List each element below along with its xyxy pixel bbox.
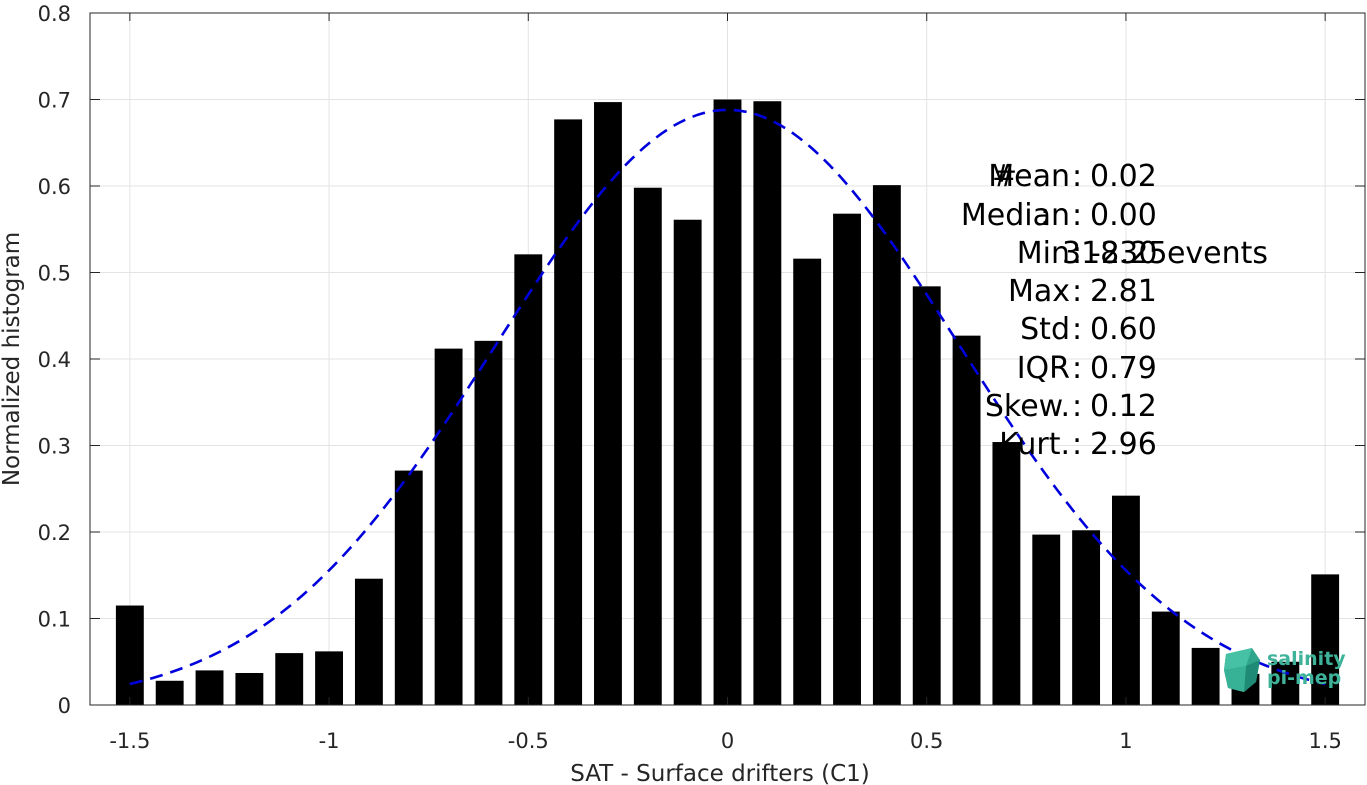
stat-separator: : xyxy=(1072,350,1083,386)
x-tick-label: -1 xyxy=(319,729,340,753)
histogram-bar xyxy=(394,470,423,705)
stat-key: Max xyxy=(1007,274,1070,310)
histogram-bar xyxy=(793,258,822,705)
histogram-bar xyxy=(594,102,622,706)
stat-separator: : xyxy=(1072,427,1083,463)
stat-key: IQR xyxy=(1016,350,1070,386)
x-axis-ticks: -1.5 -1 -0.5 0 0.5 1 1.5 xyxy=(109,13,1342,753)
x-tick-label: 1 xyxy=(1119,729,1132,753)
stat-value: 0.79 xyxy=(1090,350,1157,386)
stat-row: Skew.:0.12 xyxy=(900,388,1280,426)
histogram-bar xyxy=(713,99,742,705)
histogram-bar xyxy=(434,348,463,705)
histogram-bar xyxy=(514,254,543,705)
stat-separator: : xyxy=(1072,159,1083,195)
histogram-bar xyxy=(554,119,583,705)
y-tick-label: 0.8 xyxy=(38,2,71,26)
histogram-bar xyxy=(275,653,304,705)
histogram-bar xyxy=(115,605,144,705)
stat-count-key: # xyxy=(992,159,1018,195)
stat-value: 0.00 xyxy=(1090,197,1157,233)
logo-text-line2: pi-mep xyxy=(1267,667,1342,689)
histogram-bar xyxy=(1151,611,1180,705)
histogram-bar xyxy=(1111,495,1140,705)
stat-row: Kurt.:2.96 xyxy=(900,426,1280,464)
bar-series xyxy=(115,99,1340,706)
y-tick-label: 0.4 xyxy=(38,348,71,372)
stat-value: 0.02 xyxy=(1090,159,1157,195)
stat-row: Mean:0.02 xyxy=(900,158,1280,196)
stat-value: -2.25 xyxy=(1090,235,1168,271)
histogram-bar xyxy=(673,219,702,706)
stat-key: Std xyxy=(1020,312,1070,348)
stat-row: Std:0.60 xyxy=(900,311,1280,349)
x-tick-label: 0.5 xyxy=(910,729,943,753)
stat-key: Mean xyxy=(988,159,1070,195)
histogram-bar xyxy=(1072,530,1101,705)
x-axis-label: SAT - Surface drifters (C1) xyxy=(570,761,870,785)
stat-separator: : xyxy=(1072,274,1083,310)
stat-value: 0.12 xyxy=(1090,389,1157,425)
histogram-bar xyxy=(1032,534,1061,705)
histogram-bar xyxy=(912,286,941,705)
salinity-pimep-logo: salinity pi-mep xyxy=(1222,646,1352,696)
histogram-bar xyxy=(952,335,981,705)
y-tick-label: 0.1 xyxy=(38,608,71,632)
histogram-bar xyxy=(315,651,344,705)
stat-row: Min: -2.25 xyxy=(900,235,1280,273)
histogram-bar xyxy=(155,680,184,705)
histogram-bar xyxy=(753,101,782,706)
histogram-bar xyxy=(872,185,901,705)
stat-value: 2.81 xyxy=(1090,274,1157,310)
salinity-pimep-logo-icon xyxy=(1224,648,1260,692)
stat-separator: : xyxy=(1072,312,1083,348)
y-tick-label: 0.5 xyxy=(38,262,71,286)
histogram-bar xyxy=(195,670,224,705)
statistics-panel: # : 31830 events Mean:0.02 Median:0.00 Min… xyxy=(900,120,1280,465)
stat-row: IQR:0.79 xyxy=(900,350,1280,388)
y-tick-label: 0.3 xyxy=(38,435,71,459)
y-tick-label: 0.7 xyxy=(38,89,71,113)
y-axis-label: Normalized histogram xyxy=(0,232,25,486)
y-axis-ticks: 0 0.1 0.2 0.3 0.4 0.5 0.6 0.7 0.8 xyxy=(38,2,1365,718)
stat-key: Median xyxy=(960,197,1070,233)
stat-separator: : xyxy=(1072,235,1083,271)
y-tick-label: 0 xyxy=(58,694,71,718)
stat-count: # : 31830 events xyxy=(900,120,1280,271)
stat-key: Min xyxy=(1016,235,1070,271)
histogram-bar xyxy=(992,442,1021,705)
histogram-bar xyxy=(833,213,861,705)
stat-key: Skew. xyxy=(984,389,1070,425)
stat-separator: : xyxy=(1040,197,1051,233)
x-tick-label: 0 xyxy=(721,729,734,753)
stat-separator: : xyxy=(1072,389,1083,425)
stat-row: Max:2.81 xyxy=(900,273,1280,311)
y-tick-label: 0.6 xyxy=(38,175,71,199)
stat-value: 0.60 xyxy=(1090,312,1157,348)
logo-text-line1: salinity xyxy=(1267,648,1346,670)
stat-separator: : xyxy=(1072,197,1083,233)
histogram-bar xyxy=(354,578,383,705)
y-tick-label: 0.2 xyxy=(38,521,71,545)
stat-row: Median:0.00 xyxy=(900,197,1280,235)
stat-value: 2.96 xyxy=(1090,427,1157,463)
x-tick-label: -0.5 xyxy=(508,729,549,753)
x-tick-label: -1.5 xyxy=(109,729,150,753)
stat-key: Kurt. xyxy=(999,427,1070,463)
histogram-bar xyxy=(474,340,503,705)
histogram-bar xyxy=(633,187,662,706)
histogram-bar xyxy=(235,672,264,705)
histogram-bar xyxy=(1271,661,1300,705)
stat-count-value: 31830 events xyxy=(1062,235,1269,271)
x-tick-label: 1.5 xyxy=(1308,729,1341,753)
histogram-bar xyxy=(1191,647,1220,705)
gaussian-fit-curve xyxy=(129,108,1326,686)
